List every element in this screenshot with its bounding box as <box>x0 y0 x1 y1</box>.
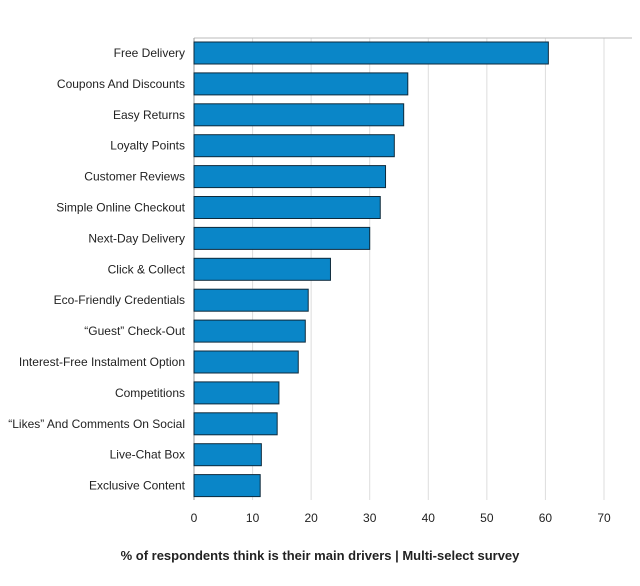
category-label-8: Eco-Friendly Credentials <box>54 293 185 307</box>
bar-8 <box>193 288 309 312</box>
bar-14 <box>193 474 261 498</box>
category-label-6: Next-Day Delivery <box>88 231 185 245</box>
x-axis-label: % of respondents think is their main dri… <box>120 548 520 563</box>
x-tick-label-50: 50 <box>480 511 494 525</box>
x-tick-label-70: 70 <box>597 511 611 525</box>
bar-9 <box>193 319 306 343</box>
category-label-1: Coupons And Discounts <box>57 77 185 91</box>
category-label-11: Competitions <box>115 386 185 400</box>
category-label-10: Interest-Free Instalment Option <box>19 355 185 369</box>
category-label-9: “Guest” Check-Out <box>84 324 185 338</box>
category-label-12: “Likes” And Comments On Social <box>8 417 185 431</box>
bar-5 <box>193 196 381 219</box>
category-label-0: Free Delivery <box>114 46 185 60</box>
x-tick-label-0: 0 <box>191 511 198 525</box>
category-label-5: Simple Online Checkout <box>56 201 185 215</box>
bar-10 <box>193 350 299 374</box>
bar-13 <box>193 443 262 467</box>
bar-7 <box>193 257 331 281</box>
x-tick-label-60: 60 <box>539 511 553 525</box>
x-tick-label-20: 20 <box>304 511 318 525</box>
bar-0 <box>193 41 549 65</box>
bar-1 <box>193 72 409 96</box>
x-tick-label-40: 40 <box>422 511 436 525</box>
bar-11 <box>193 381 280 405</box>
bar-3 <box>193 134 395 158</box>
bar-4 <box>193 165 387 189</box>
category-label-3: Loyalty Points <box>110 139 185 153</box>
category-label-2: Easy Returns <box>113 108 185 122</box>
category-label-7: Click & Collect <box>108 262 186 276</box>
category-label-13: Live-Chat Box <box>110 448 185 462</box>
bar-2 <box>193 103 405 127</box>
x-tick-label-30: 30 <box>363 511 377 525</box>
bar-12 <box>193 412 278 436</box>
bar-6 <box>193 226 371 250</box>
category-label-4: Customer Reviews <box>84 170 185 184</box>
category-label-14: Exclusive Content <box>89 479 186 493</box>
x-tick-label-10: 10 <box>246 511 260 525</box>
